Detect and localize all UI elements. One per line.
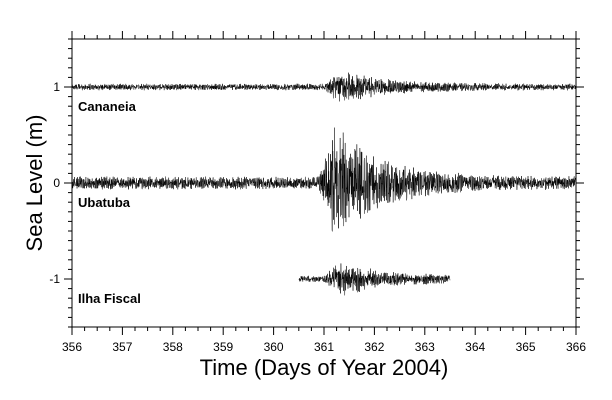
label-layer: 356 357 358 359 360 361 362 363 364 365 366 -1 0 1 Can… — [49, 80, 586, 354]
series-line-ilha-fiscal — [298, 263, 451, 296]
series-line-ubatuba — [71, 127, 577, 232]
series-label-ilha-fiscal: Ilha Fiscal — [78, 291, 141, 306]
y-axis-title: Sea Level (m) — [22, 115, 47, 252]
series-layer — [71, 72, 577, 296]
x-tick-label: 360 — [264, 340, 284, 354]
x-tick-label: 361 — [314, 340, 334, 354]
plot-frame — [71, 38, 577, 328]
series-line-cananeia — [71, 72, 577, 102]
series-label-cananeia: Cananeia — [78, 99, 137, 114]
y-tick-label: 0 — [53, 176, 60, 190]
x-tick-label: 365 — [516, 340, 536, 354]
x-tick-label: 359 — [213, 340, 233, 354]
y-tick-label: 1 — [53, 80, 60, 94]
series-label-ubatuba: Ubatuba — [78, 195, 131, 210]
tick-layer — [64, 31, 584, 335]
x-tick-label: 358 — [163, 340, 183, 354]
x-tick-label: 356 — [62, 340, 82, 354]
x-tick-label: 357 — [112, 340, 132, 354]
x-tick-label: 362 — [364, 340, 384, 354]
x-tick-label: 366 — [566, 340, 586, 354]
x-axis-title: Time (Days of Year 2004) — [200, 355, 449, 380]
x-tick-label: 364 — [465, 340, 485, 354]
y-tick-label: -1 — [49, 272, 60, 286]
x-tick-label: 363 — [415, 340, 435, 354]
